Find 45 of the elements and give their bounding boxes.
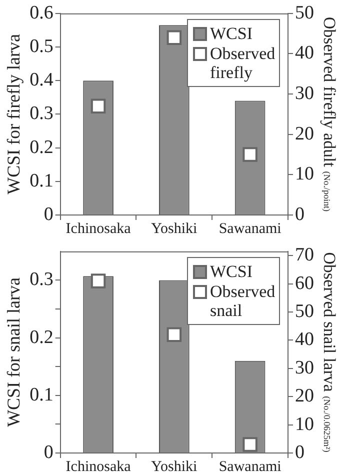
- point: [242, 437, 258, 452]
- y2-tick-label: 50: [295, 2, 314, 24]
- y2-tick-label: 0: [295, 204, 304, 225]
- x-tick-label: Ichinosaka: [66, 220, 132, 237]
- y-axis-title: WCSI for firefly larva: [4, 34, 24, 194]
- point: [90, 274, 106, 288]
- y2-tick-label: 50: [295, 301, 314, 322]
- y2-tick-label: 20: [295, 123, 314, 144]
- y-axis-title: WCSI for snail larva: [4, 277, 24, 427]
- y-tick-label: 0.4: [30, 70, 54, 91]
- y2-tick-label: 40: [295, 42, 314, 64]
- y-tick-label: 0.3: [30, 269, 54, 290]
- y2-tick-label: 10: [295, 414, 314, 435]
- y2-tick-label: 0: [295, 442, 304, 463]
- y-tick-label: 0: [44, 442, 54, 463]
- y2-axis-title: Observed snail larva (No./0.0625m²): [320, 252, 338, 452]
- y-tick-label: 0.3: [30, 103, 54, 124]
- y-tick-label: 0.2: [30, 136, 54, 158]
- y-tick-label: 0.5: [30, 36, 54, 57]
- point: [90, 98, 106, 114]
- y2-axis-title: Observed firefly adult (No./point): [320, 16, 338, 212]
- legend-label: WCSI: [210, 262, 252, 282]
- y-tick-label: 0.1: [30, 170, 54, 192]
- y-tick-label: 0.1: [30, 384, 54, 406]
- y2-tick-label: 40: [295, 329, 314, 350]
- y2-tick-label: 70: [295, 244, 314, 266]
- x-tick-label: Sawanami: [218, 458, 282, 475]
- x-tick-label: Sawanami: [218, 220, 282, 237]
- y2-tick-label: 60: [295, 272, 314, 294]
- legend-label: WCSI: [210, 24, 252, 44]
- y-tick-label: 0.6: [30, 2, 54, 24]
- legend-label: Observed firefly: [210, 44, 276, 82]
- y2-tick-label: 20: [295, 386, 314, 407]
- x-tick-label: Ichinosaka: [66, 458, 132, 475]
- y2-tick-label: 10: [295, 164, 314, 185]
- y-tick-label: 0: [44, 204, 54, 225]
- legend-label: Observed snail: [210, 282, 276, 320]
- point: [242, 147, 258, 162]
- x-tick-label: Yoshiki: [151, 458, 198, 475]
- y-tick-label: 0.2: [30, 326, 54, 348]
- point: [166, 327, 182, 342]
- y2-tick-label: 30: [295, 83, 314, 104]
- point: [166, 30, 182, 45]
- x-tick-label: Yoshiki: [151, 220, 198, 237]
- y2-tick-label: 30: [295, 357, 314, 378]
